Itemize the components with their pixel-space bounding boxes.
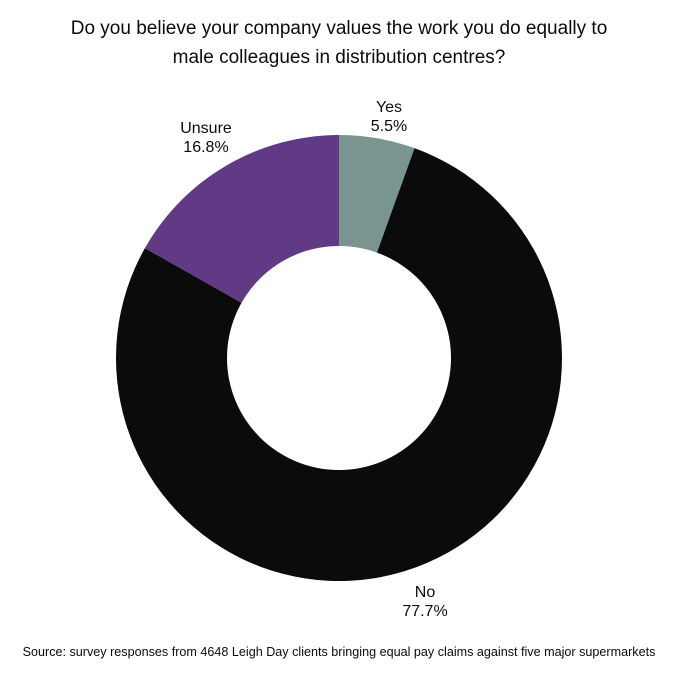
slice-label-unsure-name: Unsure — [180, 120, 232, 137]
slice-label-no-value: 77.7% — [402, 603, 448, 620]
chart-title-line-1: Do you believe your company values the w… — [70, 18, 608, 39]
source-note: Source: survey responses from 4648 Leigh… — [22, 645, 656, 659]
slice-label-unsure-value: 16.8% — [183, 139, 229, 156]
slice-label-no: No 77.7% — [402, 583, 447, 621]
slice-label-unsure: Unsure 16.8% — [180, 119, 232, 157]
slice-label-no-name: No — [414, 584, 436, 601]
donut-hole — [227, 246, 451, 470]
slice-label-yes-value: 5.5% — [370, 118, 408, 135]
chart-title: Do you believe your company values the w… — [0, 14, 678, 72]
slice-label-yes-name: Yes — [375, 99, 403, 116]
chart-title-line-2: male colleagues in distribution centres? — [172, 47, 506, 68]
slice-label-yes: Yes 5.5% — [371, 98, 407, 136]
